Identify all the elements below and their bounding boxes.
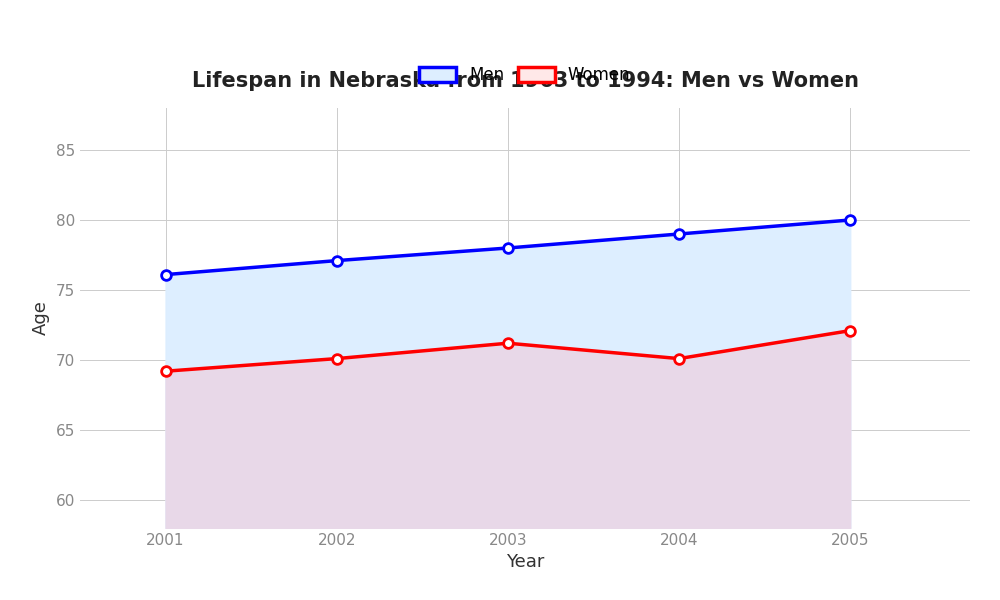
X-axis label: Year: Year bbox=[506, 553, 544, 571]
Legend: Men, Women: Men, Women bbox=[419, 66, 631, 84]
Title: Lifespan in Nebraska from 1963 to 1994: Men vs Women: Lifespan in Nebraska from 1963 to 1994: … bbox=[192, 71, 858, 91]
Y-axis label: Age: Age bbox=[32, 301, 50, 335]
